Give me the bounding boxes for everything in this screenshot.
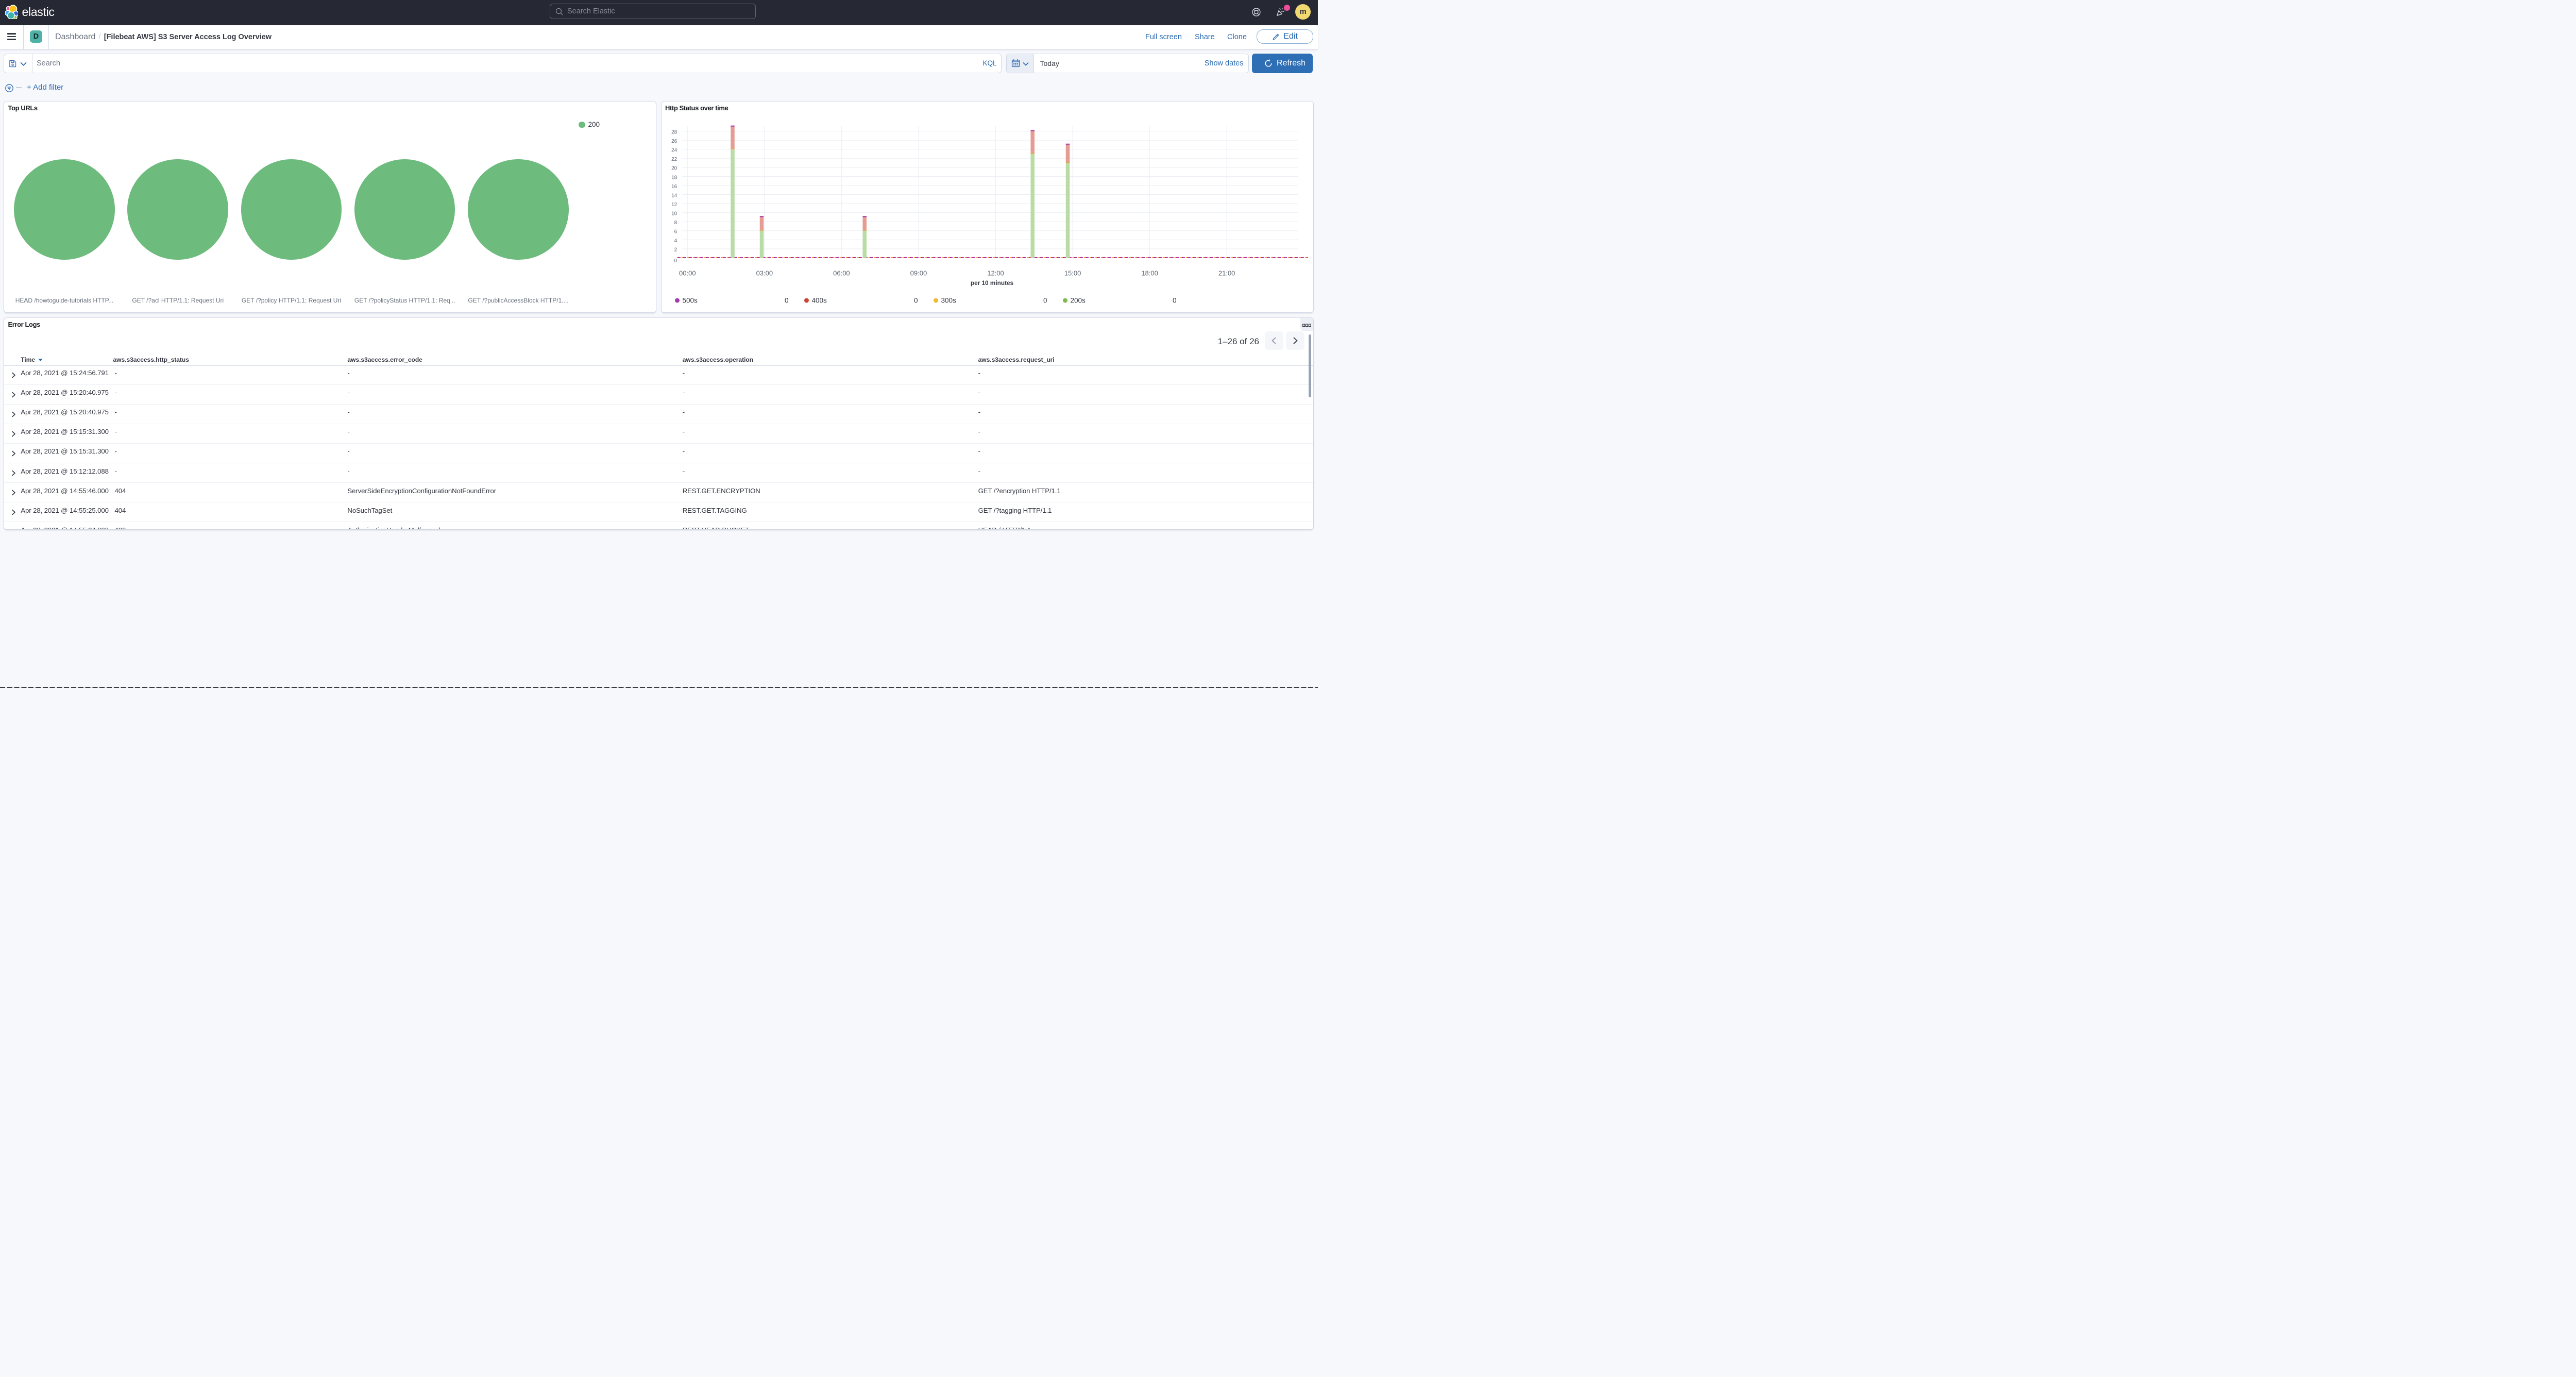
- svg-text:0: 0: [913, 297, 918, 305]
- svg-text:06:00: 06:00: [833, 270, 850, 277]
- svg-text:8: 8: [674, 220, 677, 226]
- svg-text:12: 12: [671, 202, 677, 208]
- svg-text:15:00: 15:00: [1064, 270, 1081, 277]
- svg-text:0: 0: [784, 297, 788, 305]
- svg-text:12:00: 12:00: [987, 270, 1004, 277]
- svg-text:0: 0: [674, 258, 677, 264]
- svg-text:28: 28: [671, 129, 677, 135]
- svg-text:18: 18: [671, 175, 677, 180]
- svg-text:03:00: 03:00: [756, 270, 773, 277]
- svg-text:00:00: 00:00: [679, 270, 696, 277]
- svg-text:16: 16: [671, 184, 677, 190]
- svg-text:21:00: 21:00: [1218, 270, 1235, 277]
- svg-text:18:00: 18:00: [1141, 270, 1158, 277]
- svg-text:2: 2: [674, 247, 677, 253]
- svg-text:14: 14: [671, 193, 677, 198]
- svg-text:500s: 500s: [682, 297, 698, 305]
- svg-text:per 10 minutes: per 10 minutes: [970, 279, 1013, 287]
- svg-text:300s: 300s: [941, 297, 956, 305]
- svg-text:200s: 200s: [1070, 297, 1086, 305]
- svg-text:400s: 400s: [811, 297, 827, 305]
- svg-text:10: 10: [671, 211, 677, 217]
- svg-text:4: 4: [674, 238, 677, 244]
- svg-text:22: 22: [671, 157, 677, 162]
- svg-text:09:00: 09:00: [910, 270, 927, 277]
- svg-text:26: 26: [671, 139, 677, 144]
- svg-text:20: 20: [671, 166, 677, 172]
- svg-text:6: 6: [674, 229, 677, 235]
- svg-text:24: 24: [671, 148, 677, 154]
- svg-text:0: 0: [1172, 297, 1176, 305]
- svg-text:0: 0: [1043, 297, 1047, 305]
